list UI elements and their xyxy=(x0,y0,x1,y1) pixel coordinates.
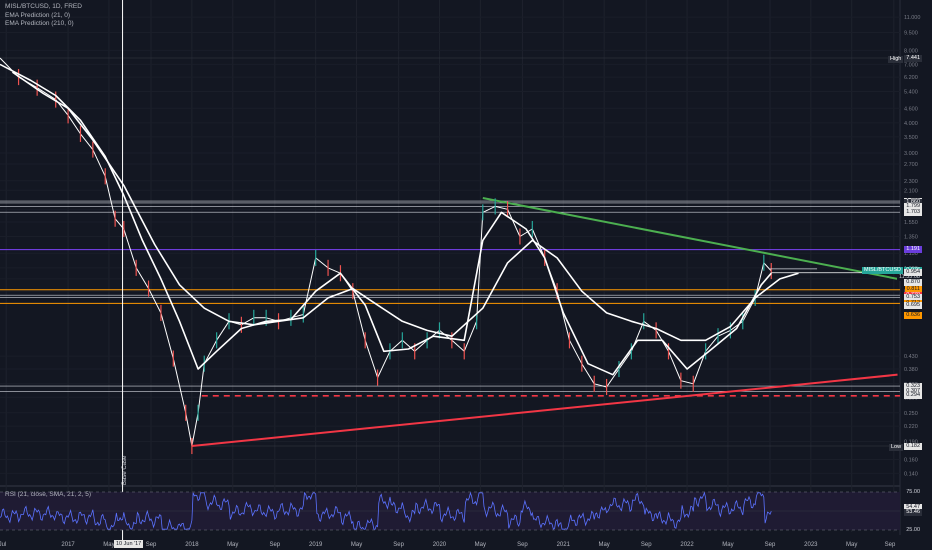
price-tag: 0.870 xyxy=(904,278,922,286)
y-tick-label: 0.160 xyxy=(904,457,918,463)
y-tick-label: 1.150 xyxy=(904,251,918,257)
red-trendline xyxy=(191,373,898,447)
x-tick-label: 2017 xyxy=(61,542,75,548)
price-tag: 7.441 xyxy=(904,54,922,62)
price-tag: 0.954 xyxy=(904,269,922,277)
y-tick-label: 3.000 xyxy=(904,151,918,157)
price-tag: 0.811 xyxy=(904,286,922,294)
ema-210-line xyxy=(11,71,799,342)
x-tick-label: Sep xyxy=(765,542,776,548)
x-tick-label: Sep xyxy=(885,542,896,548)
crosshair-date-badge: 10 Jun '17 xyxy=(114,540,144,548)
high-side-label: High xyxy=(888,56,904,63)
price-tag: 0.323 xyxy=(904,382,922,390)
x-tick-label: May xyxy=(351,542,362,548)
legend-ema-210[interactable]: EMA Prediction (210, 0) xyxy=(5,20,74,27)
x-tick-label: 2020 xyxy=(433,542,447,548)
price-tag: 0.695 xyxy=(904,302,922,310)
y-tick-label: 11.000 xyxy=(904,15,920,21)
price-tag: 0.753 xyxy=(904,294,922,302)
x-tick-label: May xyxy=(598,542,609,548)
x-tick-label: May xyxy=(722,542,733,548)
rsi-tick-label: 75.00 xyxy=(904,488,922,496)
legend-ema-21[interactable]: EMA Prediction (21, 0) xyxy=(5,11,71,19)
y-tick-label: 0.140 xyxy=(904,471,918,477)
x-tick-label: 2022 xyxy=(680,542,694,548)
y-tick-label: 2.700 xyxy=(904,162,918,168)
countdown-label: 11:35:08 xyxy=(896,274,922,281)
y-tick-label: 4.000 xyxy=(904,121,918,127)
x-tick-label: 2023 xyxy=(804,542,818,548)
price-tag: 0.294 xyxy=(904,392,922,400)
x-tick-label: Sep xyxy=(146,542,157,548)
x-tick-label: May xyxy=(103,542,114,548)
y-tick-label: 2.300 xyxy=(904,179,918,185)
y-tick-label: 0.380 xyxy=(904,367,918,373)
ema-21-line xyxy=(0,63,772,376)
rsi-line xyxy=(0,491,772,530)
x-tick-label: Jul xyxy=(0,542,6,548)
rsi-legend[interactable]: RSI (21, close, SMA, 21, 2, 5) xyxy=(5,491,91,498)
y-tick-label: 6.200 xyxy=(904,75,918,81)
rsi-tick-label: 54.47 xyxy=(904,504,922,512)
x-tick-label: Sep xyxy=(517,542,528,548)
x-tick-label: 2019 xyxy=(309,542,323,548)
x-tick-label: May xyxy=(846,542,857,548)
chart-legend: MISL/BTCUSD, 1D, FRED EMA Prediction (21… xyxy=(5,3,82,29)
y-tick-label: 8.000 xyxy=(904,48,918,54)
legend-symbol[interactable]: MISL/BTCUSD, 1D, FRED xyxy=(5,3,82,10)
price-tag: 1.799 xyxy=(904,202,922,210)
x-tick-label: Sep xyxy=(641,542,652,548)
rsi-tick-label: 53.46 xyxy=(904,508,922,516)
y-tick-label: 0.430 xyxy=(904,354,918,360)
base-case-annotation: Base Case xyxy=(122,455,128,485)
x-tick-label: May xyxy=(227,542,238,548)
x-tick-label: May xyxy=(475,542,486,548)
y-tick-label: 0.250 xyxy=(904,411,918,417)
y-tick-label: 2.100 xyxy=(904,188,918,194)
x-tick-label: Sep xyxy=(393,542,404,548)
price-tag: 1.703 xyxy=(904,208,922,216)
x-tick-label: 2021 xyxy=(557,542,571,548)
y-tick-label: 1.350 xyxy=(904,234,918,240)
y-tick-label: 5.400 xyxy=(904,90,918,96)
y-tick-label: 1.550 xyxy=(904,220,918,226)
x-tick-label: Sep xyxy=(269,542,280,548)
y-tick-label: 0.220 xyxy=(904,424,918,430)
price-tag: 1.191 xyxy=(904,246,922,254)
y-tick-label: 4.600 xyxy=(904,106,918,112)
x-tick-label: 2018 xyxy=(185,542,199,548)
y-tick-label: 9.500 xyxy=(904,30,918,36)
low-side-label: Low xyxy=(889,444,904,451)
y-tick-label: 3.500 xyxy=(904,135,918,141)
y-tick-label: 7.000 xyxy=(904,62,918,68)
symbol-side-label: MISL/BTCUSD xyxy=(862,267,903,274)
rsi-tick-label: 25.00 xyxy=(904,526,922,534)
price-tag: 0.636 xyxy=(904,311,922,319)
green-trendline xyxy=(482,197,898,280)
price-tag: 0.182 xyxy=(904,442,922,450)
price-tag: 0.307 xyxy=(904,387,922,395)
